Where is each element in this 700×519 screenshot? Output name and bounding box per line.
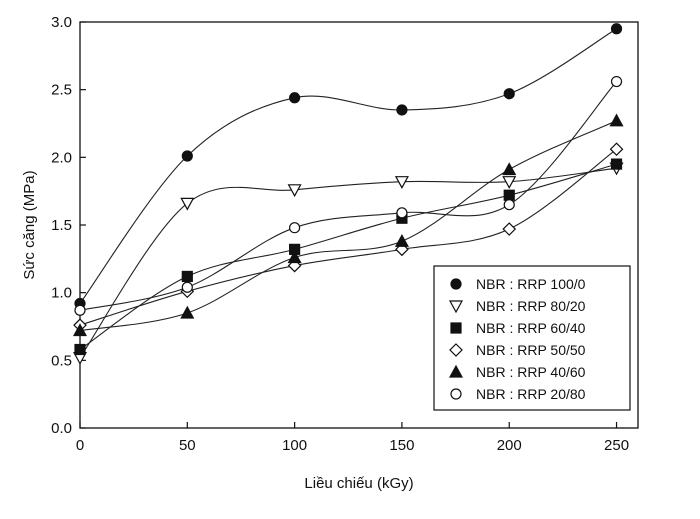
x-tick-label: 50	[179, 437, 196, 454]
y-axis-ticks: 0.0 0.5 1.0 1.5 2.0 2.5 3.0	[51, 14, 86, 437]
legend-box	[433, 265, 631, 411]
x-axis-ticks: 0 50 100 150 200 250	[76, 422, 629, 454]
x-axis-title: Liều chiếu (kGy)	[304, 475, 413, 492]
legend-item: NBR : RRP 50/50	[449, 342, 586, 358]
data-point	[289, 222, 301, 234]
legend-label: NBR : RRP 40/60	[476, 364, 586, 380]
series-line	[79, 163, 617, 350]
series-6	[74, 75, 623, 316]
legend-item: NBR : RRP 60/40	[450, 320, 586, 336]
data-point	[609, 142, 624, 157]
y-tick-label: 1.5	[51, 217, 72, 234]
data-point	[74, 343, 86, 356]
data-point	[394, 233, 409, 247]
data-point	[502, 176, 517, 189]
y-tick-label: 3.0	[51, 14, 72, 31]
legend-marker	[450, 322, 462, 334]
data-point	[287, 250, 302, 264]
x-tick-label: 250	[604, 437, 629, 454]
data-point	[503, 189, 515, 201]
data-point	[181, 281, 193, 293]
legend-marker	[448, 300, 464, 314]
y-tick-label: 0.5	[51, 352, 72, 369]
series-line	[79, 81, 617, 311]
legend-item: NBR : RRP 100/0	[450, 276, 586, 292]
data-point	[502, 222, 517, 236]
series-layer	[72, 23, 624, 365]
data-point	[287, 184, 302, 198]
data-point	[610, 75, 623, 88]
legend-marker	[450, 278, 462, 290]
y-tick-label: 1.0	[51, 285, 72, 302]
data-point	[289, 92, 301, 104]
legend-label: NBR : RRP 20/80	[476, 386, 586, 402]
legend-label: NBR : RRP 50/50	[476, 342, 586, 358]
data-point	[181, 270, 193, 283]
x-tick-label: 150	[389, 437, 414, 454]
legend-label: NBR : RRP 80/20	[476, 298, 586, 314]
data-point	[72, 323, 88, 337]
y-axis-title: Sức căng (MPa)	[21, 170, 38, 279]
data-point	[610, 158, 623, 170]
data-point	[396, 104, 408, 116]
data-point	[74, 304, 86, 316]
legend-marker	[448, 364, 464, 378]
data-point	[503, 88, 515, 100]
legend-label: NBR : RRP 100/0	[476, 276, 586, 292]
data-point	[502, 162, 517, 176]
legend-item: NBR : RRP 80/20	[448, 298, 586, 314]
legend-item: NBR : RRP 40/60	[448, 364, 586, 380]
series-5	[72, 113, 624, 337]
series-line	[79, 148, 617, 326]
legend-marker	[450, 388, 462, 400]
data-point	[609, 113, 624, 127]
series-line	[79, 28, 617, 304]
series-line	[79, 120, 617, 332]
legend: NBR : RRP 100/0 NBR : RRP 80/20 NBR : RRP …	[433, 265, 631, 411]
data-point	[396, 207, 408, 219]
legend-marker	[449, 343, 463, 357]
data-point	[503, 199, 515, 211]
data-point	[180, 305, 195, 319]
x-tick-label: 100	[282, 437, 307, 454]
x-tick-label: 200	[497, 437, 522, 454]
legend-label: NBR : RRP 60/40	[476, 320, 586, 336]
data-point	[610, 23, 623, 35]
data-point	[181, 150, 193, 162]
legend-item: NBR : RRP 20/80	[450, 386, 586, 402]
y-tick-label: 2.0	[51, 149, 72, 166]
data-point	[180, 197, 195, 211]
data-point	[394, 176, 409, 189]
y-tick-label: 2.5	[51, 82, 72, 99]
series-line	[79, 167, 617, 358]
y-tick-label: 0.0	[51, 420, 72, 437]
x-tick-label: 0	[76, 437, 84, 454]
